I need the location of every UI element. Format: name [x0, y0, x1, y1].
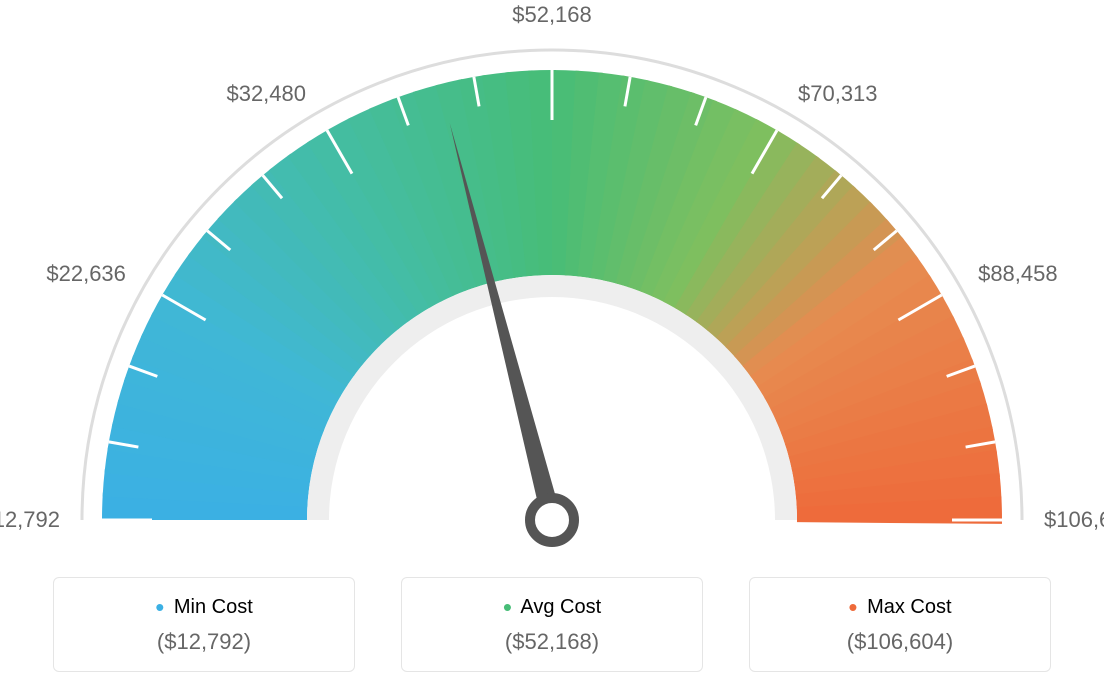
- legend-label-min: Min Cost: [174, 596, 253, 618]
- tick-label: $22,636: [46, 261, 126, 287]
- legend-value-max: ($106,604): [750, 629, 1050, 655]
- legend-box-max: • Max Cost ($106,604): [749, 577, 1051, 672]
- tick-label: $70,313: [798, 81, 878, 107]
- tick-label: $88,458: [978, 261, 1058, 287]
- dot-max: •: [848, 592, 857, 622]
- legend-title-max: • Max Cost: [750, 596, 1050, 619]
- legend-value-min: ($12,792): [54, 629, 354, 655]
- dot-avg: •: [503, 592, 512, 622]
- legend-title-min: • Min Cost: [54, 596, 354, 619]
- dot-min: •: [155, 592, 164, 622]
- tick-label: $32,480: [226, 81, 306, 107]
- legend-title-avg: • Avg Cost: [402, 596, 702, 619]
- gauge-area: $12,792 $22,636 $32,480 $52,168 $70,313 $88,4…: [0, 0, 1104, 560]
- tick-label: $106,604: [1044, 507, 1104, 533]
- chart-container: $12,792 $22,636 $32,480 $52,168 $70,313 $88,4…: [0, 0, 1104, 690]
- legend-box-avg: • Avg Cost ($52,168): [401, 577, 703, 672]
- legend-label-max: Max Cost: [867, 596, 951, 618]
- legend-box-min: • Min Cost ($12,792): [53, 577, 355, 672]
- tick-label: $12,792: [0, 507, 60, 533]
- legend-value-avg: ($52,168): [402, 629, 702, 655]
- legend-label-avg: Avg Cost: [520, 596, 601, 618]
- gauge-svg: [0, 0, 1104, 560]
- legend-row: • Min Cost ($12,792) • Avg Cost ($52,168…: [0, 577, 1104, 672]
- tick-label: $52,168: [512, 2, 592, 28]
